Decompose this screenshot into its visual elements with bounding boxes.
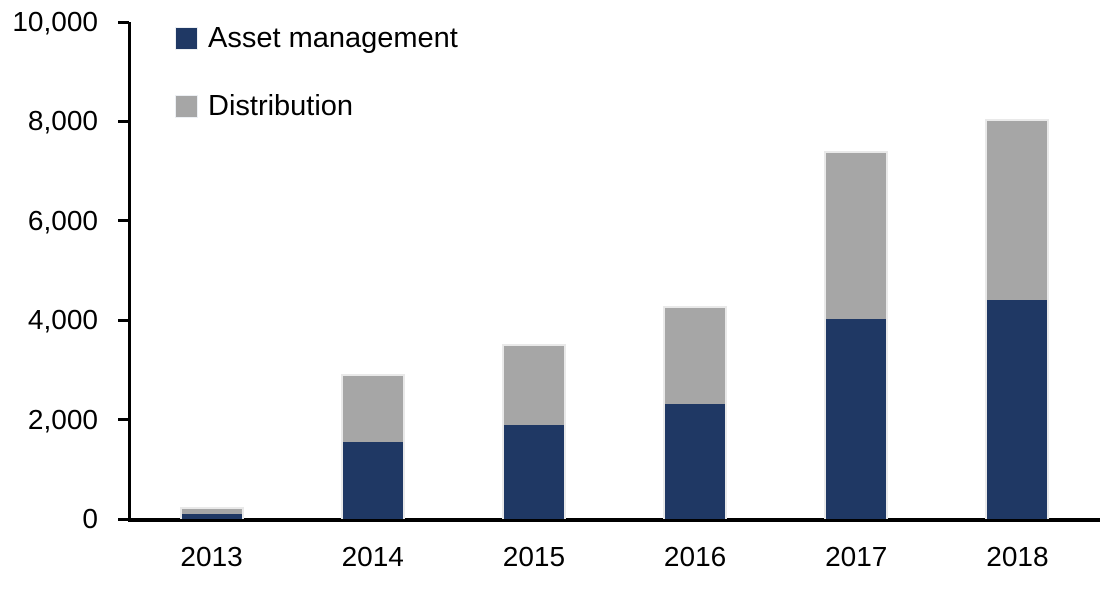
legend: Asset management Distribution bbox=[175, 22, 458, 161]
x-axis-label-2018: 2018 bbox=[986, 541, 1049, 572]
bar-segment-distribution bbox=[665, 307, 726, 405]
bar-stack-2013 bbox=[179, 507, 244, 519]
y-axis-tick bbox=[118, 418, 129, 422]
y-axis-tick bbox=[118, 219, 129, 223]
legend-label-asset-management: Asset management bbox=[208, 22, 458, 54]
bar-segment-asset-management bbox=[987, 299, 1048, 519]
bar-segment-distribution bbox=[826, 152, 887, 319]
legend-item-distribution: Distribution bbox=[175, 90, 458, 122]
bar-segment-distribution bbox=[181, 509, 242, 515]
bar-segment-asset-management bbox=[665, 404, 726, 519]
legend-item-asset-management: Asset management bbox=[175, 22, 458, 54]
bar-segment-asset-management bbox=[342, 441, 403, 519]
y-axis-label: 10,000 bbox=[12, 6, 98, 37]
x-axis-baseline bbox=[128, 518, 1100, 522]
bar-segment-asset-management bbox=[181, 514, 242, 519]
bar-segment-distribution bbox=[987, 121, 1048, 300]
legend-label-distribution: Distribution bbox=[208, 90, 354, 122]
legend-swatch-asset-management bbox=[175, 26, 198, 50]
x-axis-label-2014: 2014 bbox=[341, 541, 404, 572]
bar-segment-asset-management bbox=[503, 424, 564, 519]
bar-stack-2017 bbox=[824, 150, 889, 519]
bar-segment-asset-management bbox=[826, 318, 887, 519]
bar-stack-2015 bbox=[501, 343, 566, 519]
x-axis-label-2017: 2017 bbox=[825, 541, 888, 572]
y-axis-line bbox=[128, 22, 131, 522]
bar-segment-distribution bbox=[342, 376, 403, 442]
y-axis-label: 2,000 bbox=[27, 403, 98, 435]
y-axis-label: 6,000 bbox=[27, 204, 98, 236]
bar-stack-2018 bbox=[985, 119, 1050, 519]
legend-swatch-distribution bbox=[175, 94, 198, 118]
y-axis-label: 0 bbox=[82, 503, 98, 534]
x-axis-label-2016: 2016 bbox=[663, 541, 727, 572]
bar-stack-2014 bbox=[340, 374, 405, 519]
y-axis-tick bbox=[118, 119, 129, 123]
y-axis-tick bbox=[118, 318, 129, 322]
x-axis-label-2013: 2013 bbox=[180, 541, 243, 572]
bar-segment-distribution bbox=[503, 345, 564, 425]
y-axis-label: 8,000 bbox=[27, 105, 98, 137]
y-axis-label: 4,000 bbox=[27, 304, 98, 336]
x-axis-label-2015: 2015 bbox=[502, 541, 566, 572]
y-axis-tick bbox=[118, 517, 129, 521]
bar-stack-2016 bbox=[663, 305, 728, 519]
y-axis-tick bbox=[118, 20, 129, 24]
